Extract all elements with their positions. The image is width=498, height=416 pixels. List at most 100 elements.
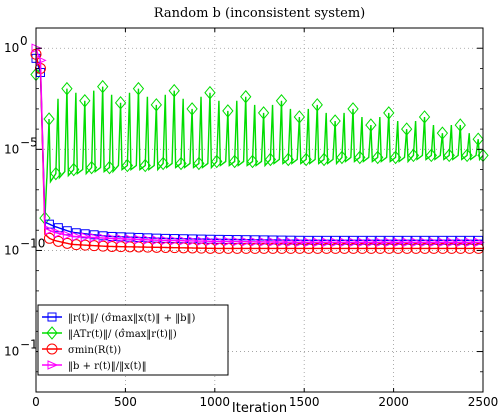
- data-point: [419, 242, 431, 254]
- legend-entry: ‖b + r(t)‖/‖x(t)‖: [68, 361, 147, 372]
- data-point: [89, 232, 101, 243]
- data-point: [420, 237, 432, 248]
- legend-entry: ‖r(t)‖/ (σ̂max‖x(t)‖ + ‖b‖): [68, 313, 196, 324]
- data-point: [170, 235, 181, 246]
- y-tick-exponent: 0: [20, 34, 28, 48]
- data-point: [329, 114, 341, 128]
- data-point: [116, 234, 128, 244]
- data-point: [303, 242, 315, 254]
- data-point: [62, 230, 74, 241]
- data-point: [232, 236, 244, 247]
- series-line: [35, 66, 484, 219]
- data-point: [461, 148, 473, 163]
- data-point: [312, 242, 324, 254]
- data-point: [411, 237, 423, 248]
- series-3: [31, 43, 485, 248]
- data-point: [258, 242, 270, 254]
- data-point: [70, 239, 82, 251]
- data-point: [79, 94, 91, 108]
- data-point: [401, 122, 413, 136]
- data-point: [114, 96, 127, 110]
- x-tick-label: 1000: [200, 395, 231, 409]
- data-point: [267, 242, 279, 254]
- data-point: [115, 241, 127, 253]
- data-point: [456, 237, 467, 248]
- data-point: [392, 242, 404, 254]
- data-point: [447, 237, 458, 248]
- data-point: [438, 237, 450, 248]
- data-point: [374, 242, 386, 254]
- y-tick-label: 10: [4, 243, 19, 257]
- data-point: [336, 150, 348, 165]
- data-point: [347, 102, 359, 116]
- y-tick-label: 10: [4, 142, 19, 156]
- data-point: [205, 236, 217, 247]
- data-point: [134, 234, 146, 245]
- data-point: [187, 236, 199, 246]
- data-point: [321, 242, 333, 254]
- legend-entry: ‖ATr(t)‖/ (σ̂max‖r(t)‖): [68, 329, 177, 340]
- legend-box: [37, 304, 229, 376]
- data-point: [204, 85, 216, 100]
- data-point: [304, 237, 315, 248]
- data-point: [311, 98, 323, 112]
- data-point: [357, 237, 369, 248]
- data-point: [193, 156, 205, 171]
- data-point: [250, 237, 262, 247]
- legend-marker: [46, 343, 58, 355]
- data-point: [356, 242, 368, 254]
- data-point: [347, 242, 359, 254]
- data-point: [43, 112, 55, 126]
- data-point: [53, 223, 63, 233]
- data-point: [454, 118, 466, 132]
- data-point: [246, 154, 259, 169]
- data-point: [241, 236, 253, 247]
- data-point: [443, 148, 455, 163]
- data-point: [429, 237, 441, 248]
- data-point: [106, 240, 118, 252]
- legend-marker: [47, 360, 59, 370]
- data-point: [465, 237, 476, 248]
- data-point: [437, 242, 449, 254]
- data-point: [249, 242, 261, 254]
- data-point: [139, 158, 151, 173]
- data-point: [365, 118, 377, 132]
- data-point: [264, 152, 277, 167]
- x-tick-label: 500: [114, 395, 137, 409]
- chart-title: Random b (inconsistent system): [154, 6, 366, 21]
- data-point: [348, 237, 360, 248]
- data-point: [277, 237, 289, 247]
- data-point: [293, 110, 306, 124]
- x-tick-label: 2000: [378, 395, 409, 409]
- legend-entry: σmin(R(t)): [68, 345, 121, 356]
- data-point: [384, 237, 396, 248]
- x-tick-label: 2500: [468, 395, 498, 409]
- data-point: [157, 156, 169, 171]
- data-point: [464, 242, 476, 254]
- series-layer: [30, 43, 489, 254]
- data-point: [285, 242, 297, 254]
- data-point: [436, 126, 449, 140]
- data-point: [143, 235, 154, 245]
- y-tick-label: 10: [4, 41, 19, 55]
- x-tick-label: 1500: [289, 395, 320, 409]
- data-point: [365, 242, 377, 254]
- data-point: [121, 158, 134, 173]
- data-point: [295, 237, 306, 248]
- data-point: [383, 242, 395, 254]
- series-0: [31, 53, 484, 245]
- x-axis-label: Iteration: [232, 401, 287, 416]
- data-point: [88, 240, 100, 252]
- data-point: [168, 83, 180, 98]
- y-tick-exponent: −10: [20, 236, 45, 250]
- legend-marker: [47, 312, 57, 322]
- data-point: [354, 150, 366, 165]
- data-point: [214, 236, 226, 247]
- data-point: [418, 110, 431, 124]
- data-point: [329, 242, 341, 254]
- data-point: [276, 242, 288, 254]
- data-point: [53, 228, 65, 239]
